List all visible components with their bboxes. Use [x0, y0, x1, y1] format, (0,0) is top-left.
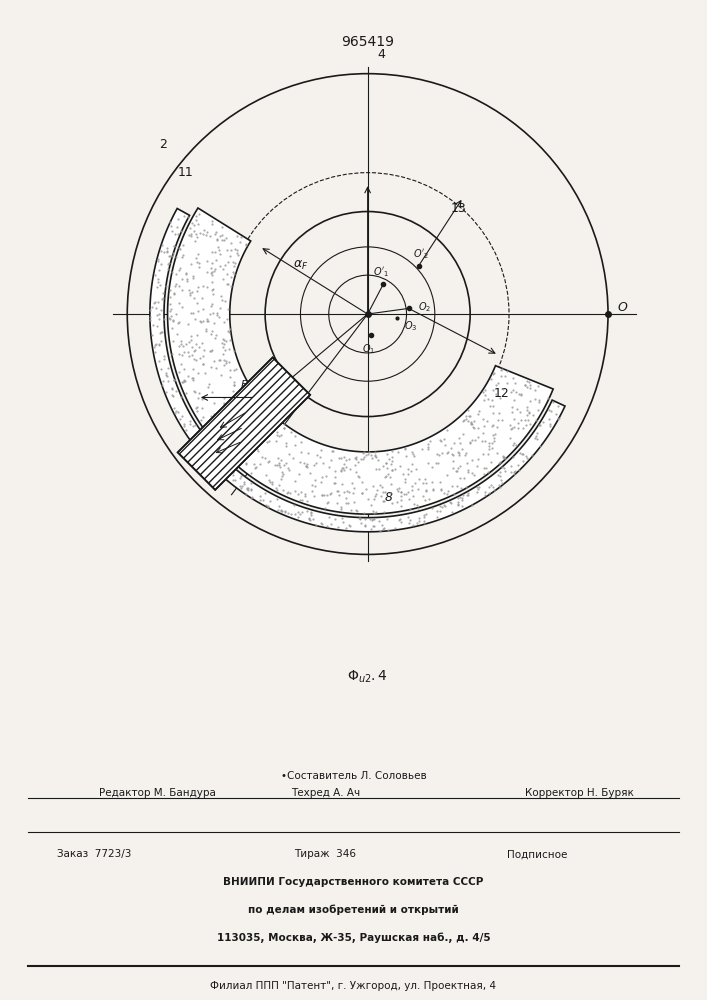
- Text: $\Delta\alpha'$: $\Delta\alpha'$: [250, 399, 264, 410]
- Text: 4: 4: [378, 48, 386, 61]
- Text: Заказ  7723/3: Заказ 7723/3: [57, 849, 131, 859]
- Text: 113035, Москва, Ж-35, Раушская наб., д. 4/5: 113035, Москва, Ж-35, Раушская наб., д. …: [216, 933, 491, 943]
- Text: $O_2$: $O_2$: [418, 300, 431, 314]
- Text: 13: 13: [451, 202, 467, 215]
- Text: $F'$: $F'$: [240, 378, 252, 391]
- Text: 11: 11: [178, 166, 194, 179]
- Text: Редактор М. Бандура: Редактор М. Бандура: [99, 788, 216, 798]
- Text: $O_1$: $O_1$: [362, 342, 375, 356]
- Text: $\alpha_F$: $\alpha_F$: [293, 259, 309, 272]
- Text: $O_3$: $O_3$: [404, 320, 417, 333]
- Text: Подписное: Подписное: [507, 849, 568, 859]
- Text: Тираж  346: Тираж 346: [294, 849, 356, 859]
- Text: ВНИИПИ Государственного комитета СССР: ВНИИПИ Государственного комитета СССР: [223, 877, 484, 887]
- Text: $\Delta\alpha$: $\Delta\alpha$: [246, 415, 259, 426]
- Polygon shape: [168, 208, 553, 514]
- Text: $\Phi_{u2}.4$: $\Phi_{u2}.4$: [347, 669, 388, 685]
- Text: •Составитель Л. Соловьев: •Составитель Л. Соловьев: [281, 771, 426, 781]
- Text: по делам изобретений и открытий: по делам изобретений и открытий: [248, 905, 459, 915]
- Polygon shape: [150, 208, 565, 532]
- Text: $F$: $F$: [274, 417, 281, 429]
- Text: 12: 12: [493, 387, 509, 400]
- Text: Филиал ППП "Патент", г. Ужгород, ул. Проектная, 4: Филиал ППП "Патент", г. Ужгород, ул. Про…: [211, 981, 496, 991]
- Text: $O'_1$: $O'_1$: [373, 265, 390, 279]
- Text: $O$: $O$: [617, 301, 629, 314]
- Text: $\Delta\alpha$: $\Delta\alpha$: [245, 429, 258, 440]
- Text: Корректор Н. Буряк: Корректор Н. Буряк: [525, 788, 634, 798]
- Text: Техред А. Ач: Техред А. Ач: [291, 788, 360, 798]
- Polygon shape: [177, 357, 310, 490]
- Text: 2: 2: [158, 138, 167, 151]
- Text: 965419: 965419: [341, 35, 394, 49]
- Text: $O'_2$: $O'_2$: [412, 247, 429, 261]
- Text: 8: 8: [385, 491, 393, 504]
